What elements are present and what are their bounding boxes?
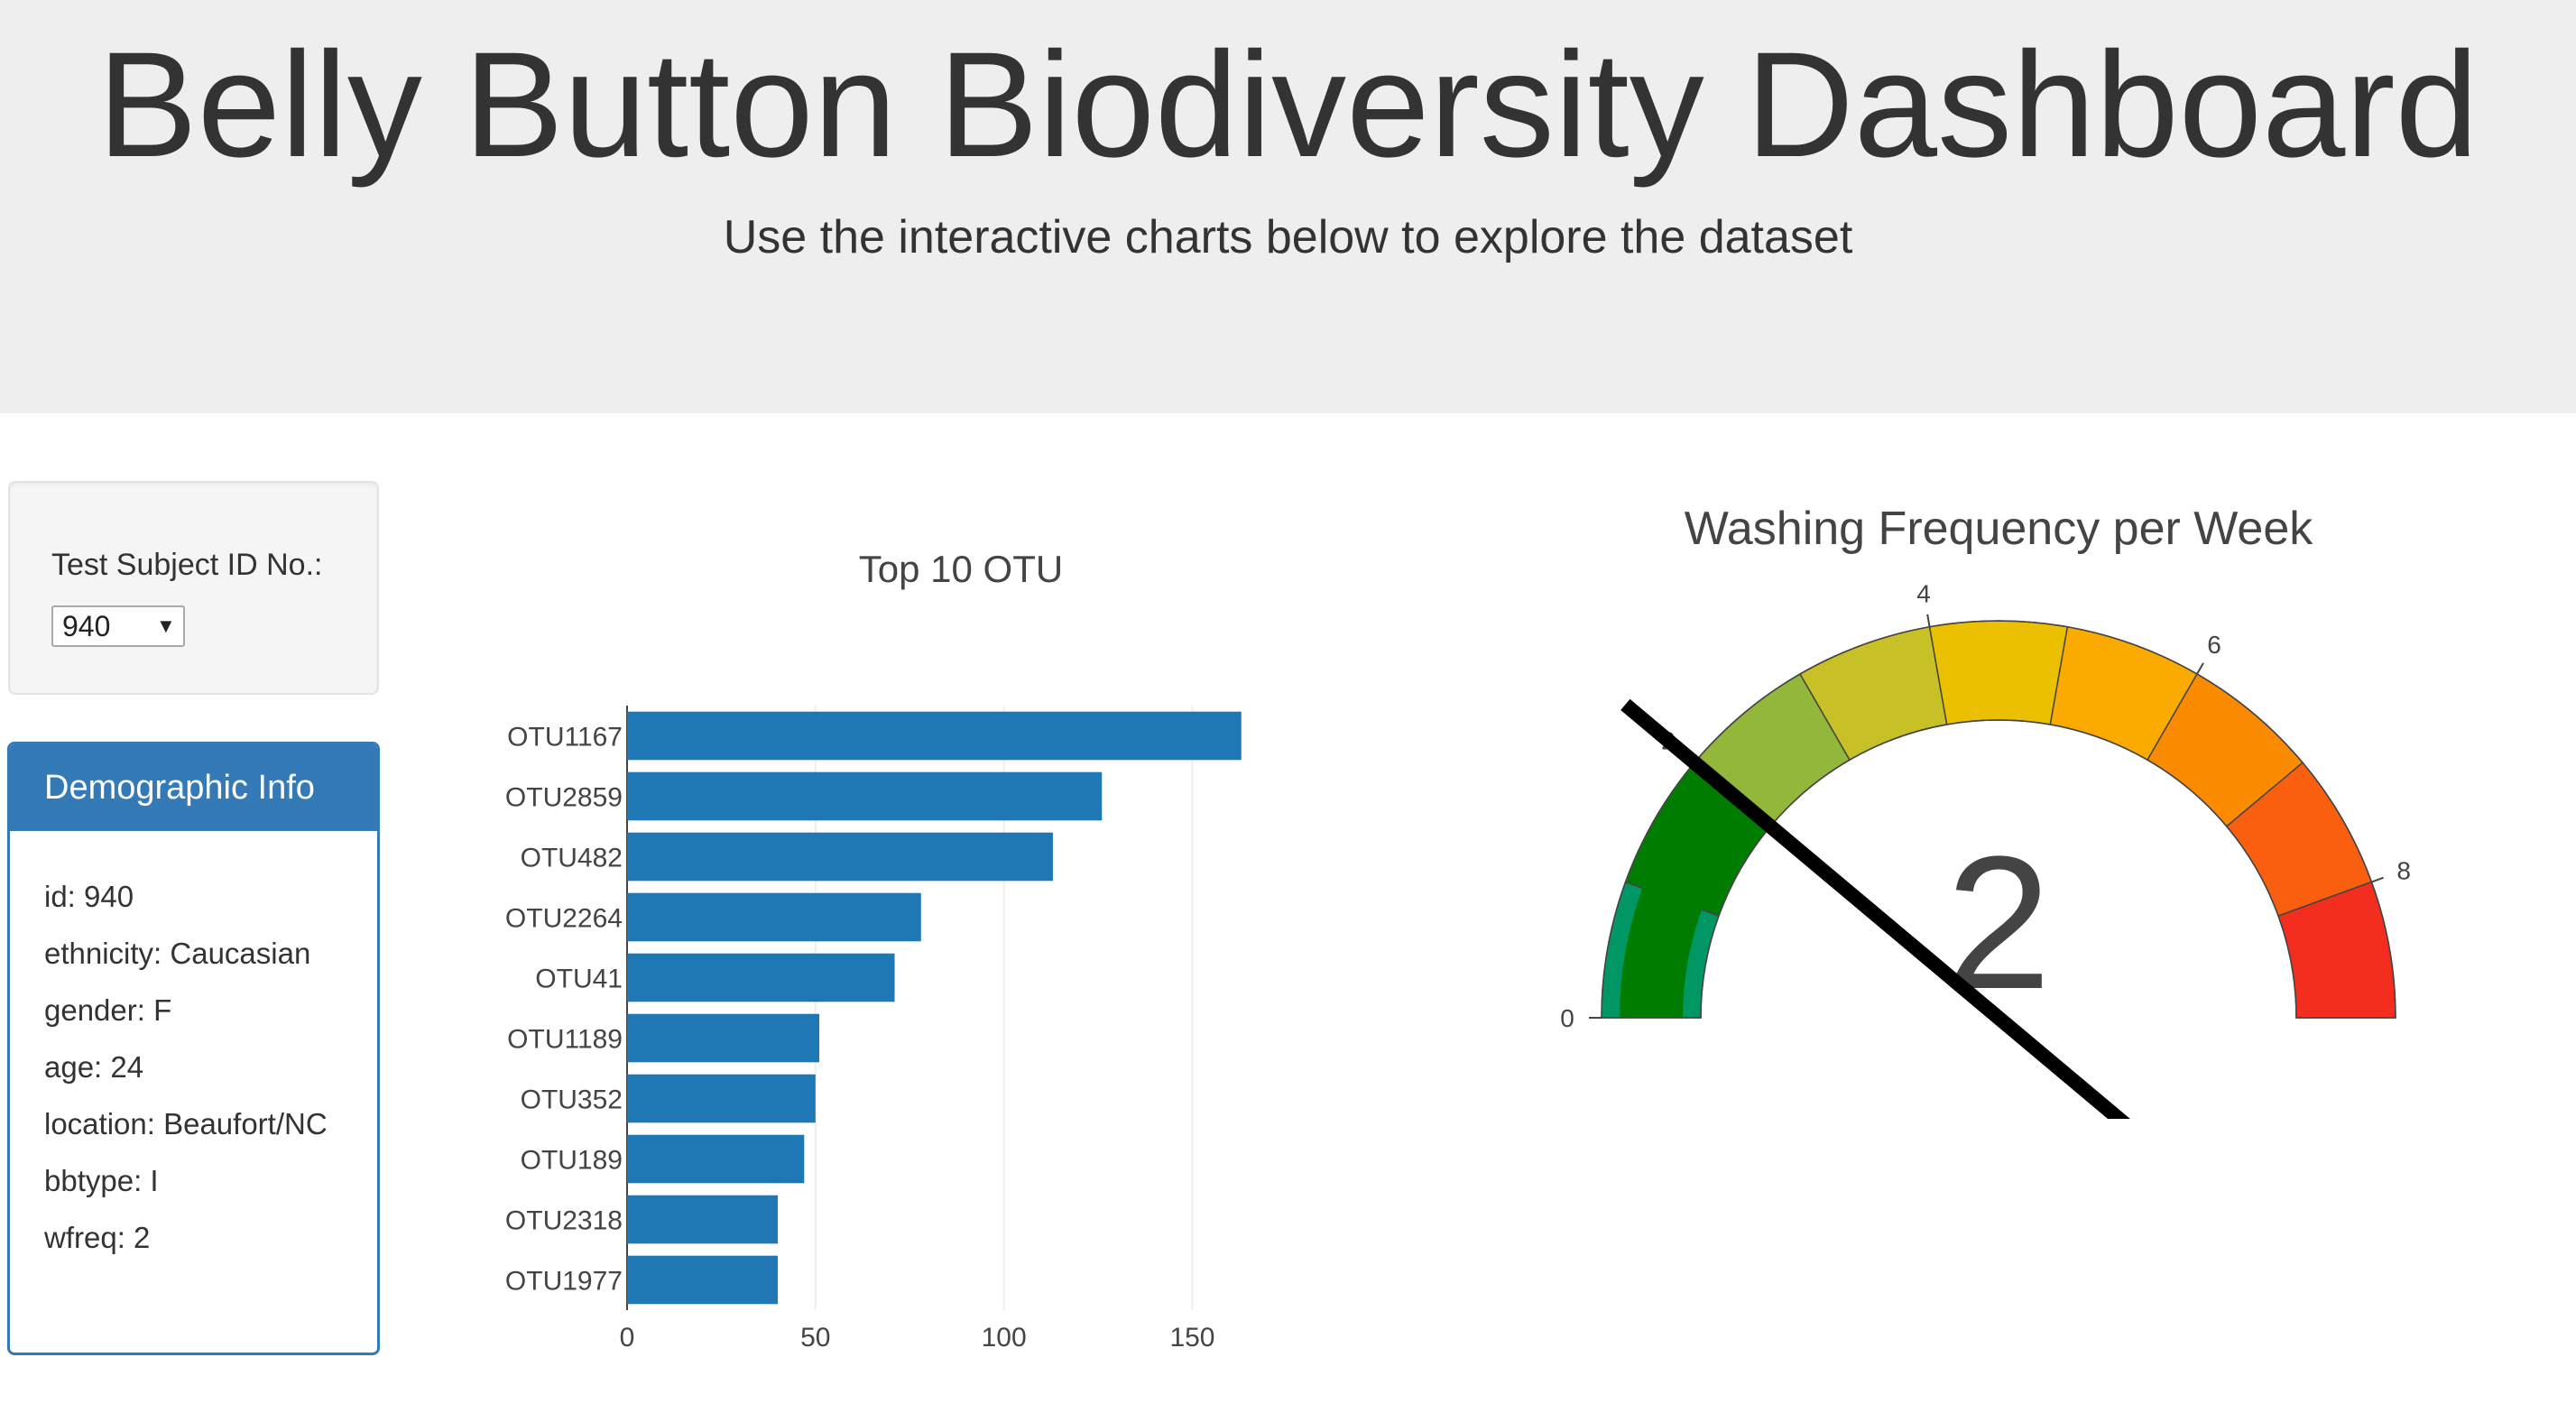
subject-selector-well: Test Subject ID No.: 940 ▼ bbox=[8, 481, 379, 695]
y-tick-label: OTU482 bbox=[521, 844, 623, 873]
y-tick-label: OTU352 bbox=[521, 1085, 623, 1115]
demographic-row: id: 940 bbox=[44, 880, 134, 913]
demographic-row: ethnicity: Caucasian bbox=[44, 937, 311, 970]
y-tick-label: OTU1977 bbox=[505, 1267, 623, 1297]
bar[interactable] bbox=[627, 1134, 805, 1184]
y-tick-label: OTU41 bbox=[535, 965, 623, 994]
gauge-value-label: 2 bbox=[1946, 817, 2052, 1029]
gauge-tick-label: 8 bbox=[2396, 857, 2411, 885]
subject-id-select[interactable]: 940 bbox=[51, 605, 185, 647]
bar[interactable] bbox=[627, 1013, 819, 1063]
washing-frequency-gauge[interactable]: Washing Frequency per Week024682 bbox=[1480, 487, 2526, 1119]
bar[interactable] bbox=[627, 1255, 779, 1305]
demographic-row: age: 24 bbox=[44, 1050, 144, 1084]
gauge-tick bbox=[2196, 662, 2204, 675]
x-tick-label: 50 bbox=[800, 1323, 830, 1353]
gauge-tick-label: 6 bbox=[2207, 631, 2221, 659]
gauge-tick-label: 4 bbox=[1916, 579, 1931, 607]
y-tick-label: OTU2859 bbox=[505, 783, 623, 813]
demographic-row: bbtype: I bbox=[44, 1164, 159, 1197]
x-tick-label: 0 bbox=[620, 1323, 635, 1353]
y-tick-label: OTU2264 bbox=[505, 904, 623, 934]
x-tick-label: 100 bbox=[982, 1323, 1027, 1353]
gauge-needle bbox=[1620, 698, 2130, 1119]
demographic-info-body: id: 940 ethnicity: Caucasian gender: F age:… bbox=[10, 831, 377, 1255]
gauge-value-bar bbox=[1620, 774, 1757, 1018]
y-tick-label: OTU1189 bbox=[507, 1025, 623, 1055]
page-title: Belly Button Biodiversity Dashboard bbox=[97, 22, 2479, 189]
demographic-row: wfreq: 2 bbox=[44, 1221, 151, 1254]
bar[interactable] bbox=[627, 711, 1242, 761]
gauge-title: Washing Frequency per Week bbox=[1685, 503, 2314, 555]
bar[interactable] bbox=[627, 953, 895, 1002]
gauge-step bbox=[1928, 620, 2069, 725]
subject-selector-label: Test Subject ID No.: bbox=[51, 548, 323, 582]
bar[interactable] bbox=[627, 1074, 816, 1123]
bar[interactable] bbox=[627, 771, 1103, 821]
gauge-tick bbox=[1926, 614, 1931, 627]
page-subtitle: Use the interactive charts below to expl… bbox=[723, 211, 1853, 263]
demographic-row: location: Beaufort/NC bbox=[44, 1107, 328, 1140]
bar[interactable] bbox=[627, 832, 1053, 882]
bar[interactable] bbox=[627, 892, 921, 942]
y-tick-label: OTU2318 bbox=[505, 1206, 623, 1236]
bar[interactable] bbox=[627, 1195, 779, 1244]
header-jumbotron: Belly Button Biodiversity Dashboard Use … bbox=[0, 0, 2576, 413]
x-tick-label: 150 bbox=[1169, 1323, 1214, 1353]
bar-chart-title: Top 10 OTU bbox=[859, 548, 1063, 590]
top-otu-bar-chart[interactable]: Top 10 OTU 0 50 100 150 OTU1167 OTU2859 OTU482 O… bbox=[469, 505, 1371, 1408]
y-tick-label: OTU189 bbox=[521, 1146, 623, 1176]
gauge-tick bbox=[2371, 876, 2384, 883]
demographic-info-heading: Demographic Info bbox=[10, 744, 377, 831]
demographic-info-panel: Demographic Info id: 940 ethnicity: Cauca… bbox=[7, 742, 380, 1355]
gauge-outline bbox=[1601, 620, 2396, 1019]
gauge-tick-label: 0 bbox=[1560, 1004, 1574, 1032]
y-tick-label: OTU1167 bbox=[507, 723, 623, 753]
demographic-row: gender: F bbox=[44, 993, 172, 1027]
